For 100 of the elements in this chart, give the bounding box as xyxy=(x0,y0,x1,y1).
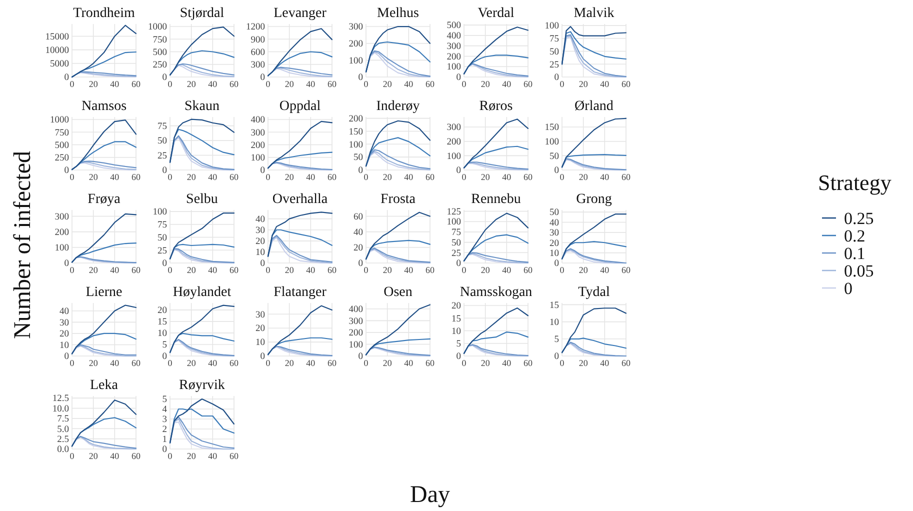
x-tick-label: 60 xyxy=(524,79,533,89)
y-tick-label: 40 xyxy=(354,228,364,238)
y-tick-label: 5 xyxy=(162,395,168,406)
y-tick-label: 750 xyxy=(152,35,168,46)
x-tick-label: 20 xyxy=(284,79,294,89)
chart-title: Malvik xyxy=(574,6,614,21)
chart-title: Melhus xyxy=(377,6,419,21)
x-tick-label: 40 xyxy=(600,358,610,368)
x-tick-label: 60 xyxy=(132,172,141,182)
legend-title: Strategy xyxy=(818,170,892,195)
y-tick-label: 25 xyxy=(158,151,168,162)
y-tick-label: 200 xyxy=(348,328,364,339)
x-tick-label: 60 xyxy=(230,265,239,275)
line-series xyxy=(71,213,137,263)
y-tick-label: 100 xyxy=(446,152,462,162)
x-tick-label: 60 xyxy=(622,79,631,89)
y-tick-label: 5 xyxy=(162,340,168,351)
x-tick-label: 60 xyxy=(230,172,239,182)
line-series xyxy=(561,118,627,168)
line-series xyxy=(169,212,235,260)
y-tick-label: 30 xyxy=(550,228,560,239)
chart-title: Inderøy xyxy=(376,99,420,114)
x-tick-label: 40 xyxy=(110,358,120,368)
x-tick-label: 40 xyxy=(404,265,414,275)
y-tick-label: 400 xyxy=(250,116,266,126)
chart-title: Ørland xyxy=(574,99,614,114)
x-tick-label: 40 xyxy=(306,172,316,182)
line-series xyxy=(71,119,137,170)
x-tick-label: 20 xyxy=(382,172,392,182)
line-series xyxy=(169,118,235,163)
y-tick-label: 300 xyxy=(250,60,266,71)
chart-title: Namsskogan xyxy=(460,285,532,300)
y-tick-label: 60 xyxy=(354,212,364,222)
y-tick-label: 4 xyxy=(162,405,168,416)
line-series xyxy=(365,304,431,356)
y-tick-label: 150 xyxy=(348,127,364,138)
y-tick-label: 2.5 xyxy=(57,434,70,445)
x-tick-label: 20 xyxy=(578,358,588,368)
x-tick-label: 20 xyxy=(186,358,196,368)
y-tick-label: 500 xyxy=(54,140,70,151)
x-tick-label: 20 xyxy=(186,79,196,89)
y-tick-label: 750 xyxy=(54,128,70,138)
x-tick-label: 60 xyxy=(132,265,141,275)
x-tick-label: 40 xyxy=(306,79,316,89)
x-tick-label: 20 xyxy=(284,358,294,368)
x-tick-label: 60 xyxy=(524,265,533,275)
y-tick-label: 75 xyxy=(452,228,462,238)
x-tick-label: 20 xyxy=(480,265,490,275)
line-series xyxy=(71,304,137,354)
y-tick-label: 100 xyxy=(348,140,364,150)
y-tick-label: 75 xyxy=(550,34,560,45)
x-tick-label: 60 xyxy=(132,451,141,461)
chart-title: Leka xyxy=(90,378,119,393)
chart-title: Røros xyxy=(479,99,513,114)
y-tick-label: 5 xyxy=(456,340,462,350)
y-tick-label: 1000 xyxy=(148,22,168,33)
y-tick-label: 10 xyxy=(452,326,462,337)
y-tick-label: 500 xyxy=(152,48,168,58)
x-tick-label: 60 xyxy=(426,358,435,368)
x-tick-label: 40 xyxy=(502,265,512,275)
y-tick-label: 100 xyxy=(544,137,560,148)
x-tick-label: 40 xyxy=(208,172,218,182)
line-series xyxy=(561,214,627,260)
chart-title: Tydal xyxy=(578,285,610,300)
x-tick-label: 60 xyxy=(622,358,631,368)
x-tick-label: 20 xyxy=(480,79,490,89)
x-tick-label: 60 xyxy=(230,79,239,89)
x-tick-label: 20 xyxy=(382,358,392,368)
line-series xyxy=(71,24,137,78)
chart-title: Røyrvik xyxy=(179,378,225,393)
x-tick-label: 40 xyxy=(600,79,610,89)
x-tick-label: 20 xyxy=(578,265,588,275)
y-axis-title: Number of infected xyxy=(10,151,36,339)
y-tick-label: 5 xyxy=(554,335,560,346)
y-tick-label: 50 xyxy=(158,233,168,244)
legend-label: 0.05 xyxy=(844,261,874,280)
y-tick-label: 40 xyxy=(550,218,560,228)
x-tick-label: 60 xyxy=(426,79,435,89)
y-tick-label: 100 xyxy=(54,244,70,254)
y-tick-label: 20 xyxy=(354,244,364,254)
y-tick-label: 3 xyxy=(162,415,168,426)
x-tick-label: 40 xyxy=(306,265,316,275)
y-tick-label: 30 xyxy=(256,226,266,236)
x-tick-label: 20 xyxy=(578,172,588,182)
y-tick-label: 300 xyxy=(348,316,364,327)
y-tick-label: 20 xyxy=(256,237,266,248)
chart-title: Grong xyxy=(576,192,612,207)
x-tick-label: 40 xyxy=(502,79,512,89)
y-tick-label: 15 xyxy=(550,300,560,311)
x-tick-label: 20 xyxy=(88,79,98,89)
y-tick-label: 600 xyxy=(250,48,266,58)
chart-title: Frosta xyxy=(380,192,416,207)
x-tick-label: 40 xyxy=(502,172,512,182)
x-tick-label: 40 xyxy=(208,451,218,461)
y-tick-label: 200 xyxy=(250,140,266,151)
y-tick-label: 300 xyxy=(446,123,462,134)
x-tick-label: 60 xyxy=(524,172,533,182)
chart-title: Overhalla xyxy=(272,192,328,207)
x-tick-label: 20 xyxy=(88,358,98,368)
chart-title: Trondheim xyxy=(73,6,135,21)
